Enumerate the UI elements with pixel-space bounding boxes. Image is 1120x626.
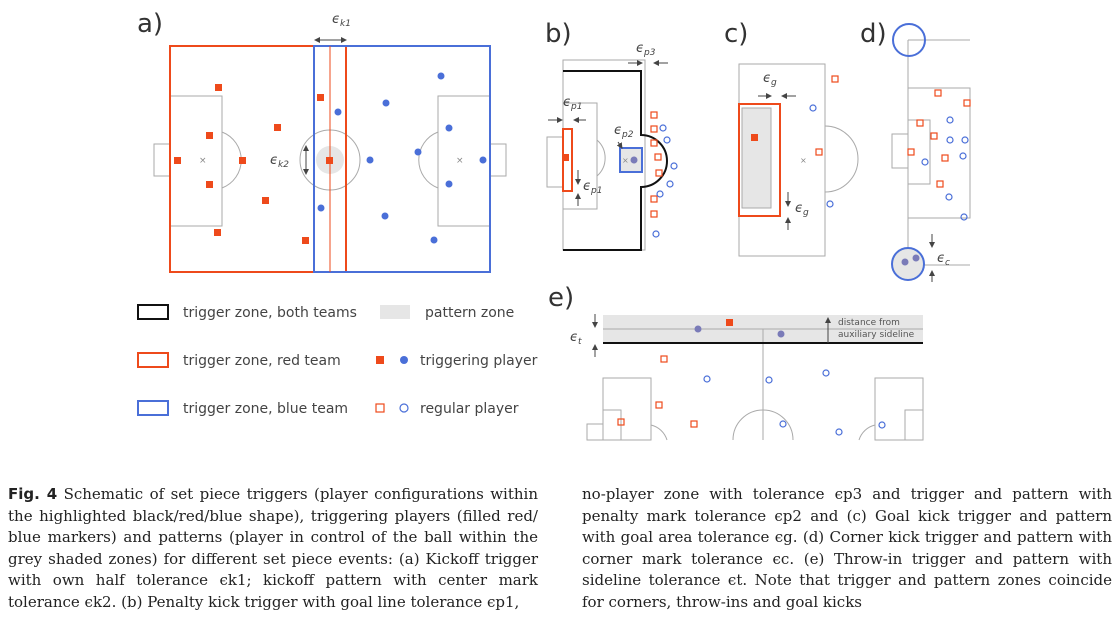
eps-t-label: ϵt xyxy=(570,330,582,347)
eps-c-label: ϵc xyxy=(937,251,950,268)
caption-column-2: no-player zone with tolerance ϵp3 and tr… xyxy=(582,484,1112,613)
caption-col1-text: Schematic of set piece triggers (player … xyxy=(8,485,538,611)
panel-b: b) × ϵp3 ϵp1 ϵp1 ϵp2 xyxy=(545,19,678,251)
regular-players-d xyxy=(907,89,971,221)
corner-blue-zone-bottom xyxy=(891,247,925,281)
legend-trigger-both: trigger zone, both teams xyxy=(183,305,357,321)
legend-trigger-blue: trigger zone, blue team xyxy=(183,401,348,417)
eps-g-label-top: ϵg xyxy=(763,71,777,88)
corner-taker xyxy=(901,258,909,266)
panel-c-label: c) xyxy=(724,19,748,49)
legend-swatch-red xyxy=(137,352,169,368)
legend-marker-red-open xyxy=(375,403,385,413)
set-piece-schematic-figure: a) × × ϵk1 ϵk2 xyxy=(137,9,971,441)
figure-caption: Fig. 4 Schematic of set piece triggers (… xyxy=(8,484,1112,613)
goal-area-red-trigger xyxy=(738,103,781,217)
svg-text:×: × xyxy=(622,156,629,165)
legend-swatch-pattern xyxy=(380,305,410,319)
legend-triggering-player: triggering player xyxy=(420,353,538,369)
legend-regular-player: regular player xyxy=(420,401,519,417)
panel-d: d) ϵc xyxy=(860,19,971,282)
caption-column-1: Fig. 4 Schematic of set piece triggers (… xyxy=(8,484,538,613)
pitch-d-lines xyxy=(891,39,971,266)
eps-k1-label: ϵk1 xyxy=(332,12,351,29)
legend-swatch-blue xyxy=(137,400,169,416)
eps-g-label-side: ϵg xyxy=(795,201,809,218)
eps-p2-label: ϵp2 xyxy=(614,123,634,140)
goal-kick-taker xyxy=(751,134,758,141)
red-keeper-b xyxy=(562,154,569,161)
goal-area-pattern-zone xyxy=(741,107,772,209)
throw-in-taker xyxy=(694,325,702,333)
figure-label: Fig. 4 xyxy=(8,485,58,503)
red-team-trigger-zone xyxy=(169,45,347,273)
blue-players-a xyxy=(317,72,487,244)
corner-blue-zone-top xyxy=(892,23,926,57)
both-teams-trigger-zone-b xyxy=(563,70,668,251)
annotation-distance-line1: distance from xyxy=(838,318,900,328)
legend-marker-blue-open xyxy=(399,403,409,413)
legend-pattern-zone: pattern zone xyxy=(425,305,514,321)
red-triggering-player-e xyxy=(726,319,733,326)
eps-p1-label-top: ϵp1 xyxy=(563,95,582,112)
regular-players-c xyxy=(809,75,839,208)
panel-b-label: b) xyxy=(545,19,572,49)
panel-a: a) × × ϵk1 ϵk2 xyxy=(137,9,507,273)
caption-col2-text: no-player zone with tolerance ϵp3 and tr… xyxy=(582,485,1112,611)
annotation-distance-line2: auxiliary sideline xyxy=(838,330,915,340)
penalty-mark-right: × xyxy=(456,156,464,166)
red-players-a xyxy=(174,84,333,244)
eps-p3-label: ϵp3 xyxy=(636,41,656,58)
svg-text:×: × xyxy=(800,156,807,165)
legend-marker-blue-filled xyxy=(400,356,408,364)
panel-c: c) × ϵg ϵg xyxy=(724,19,859,257)
panel-a-label: a) xyxy=(137,9,163,39)
legend: trigger zone, both teams pattern zone tr… xyxy=(137,304,538,417)
legend-marker-red-filled xyxy=(376,356,384,364)
regular-players-e xyxy=(617,355,886,436)
legend-trigger-red: trigger zone, red team xyxy=(183,353,341,369)
pitch-e-lines xyxy=(586,328,924,441)
eps-k2-label: ϵk2 xyxy=(270,153,289,170)
penalty-taker xyxy=(630,156,638,164)
panel-e: e) ϵt distance from auxiliary sideline xyxy=(548,283,924,441)
regular-players-b xyxy=(650,111,678,238)
penalty-mark-left: × xyxy=(199,156,207,166)
eps-p1-label-side: ϵp1 xyxy=(583,179,602,196)
legend-swatch-both xyxy=(137,304,169,320)
panel-e-label: e) xyxy=(548,283,574,313)
panel-d-label: d) xyxy=(860,19,887,49)
blue-team-trigger-zone xyxy=(313,45,491,273)
